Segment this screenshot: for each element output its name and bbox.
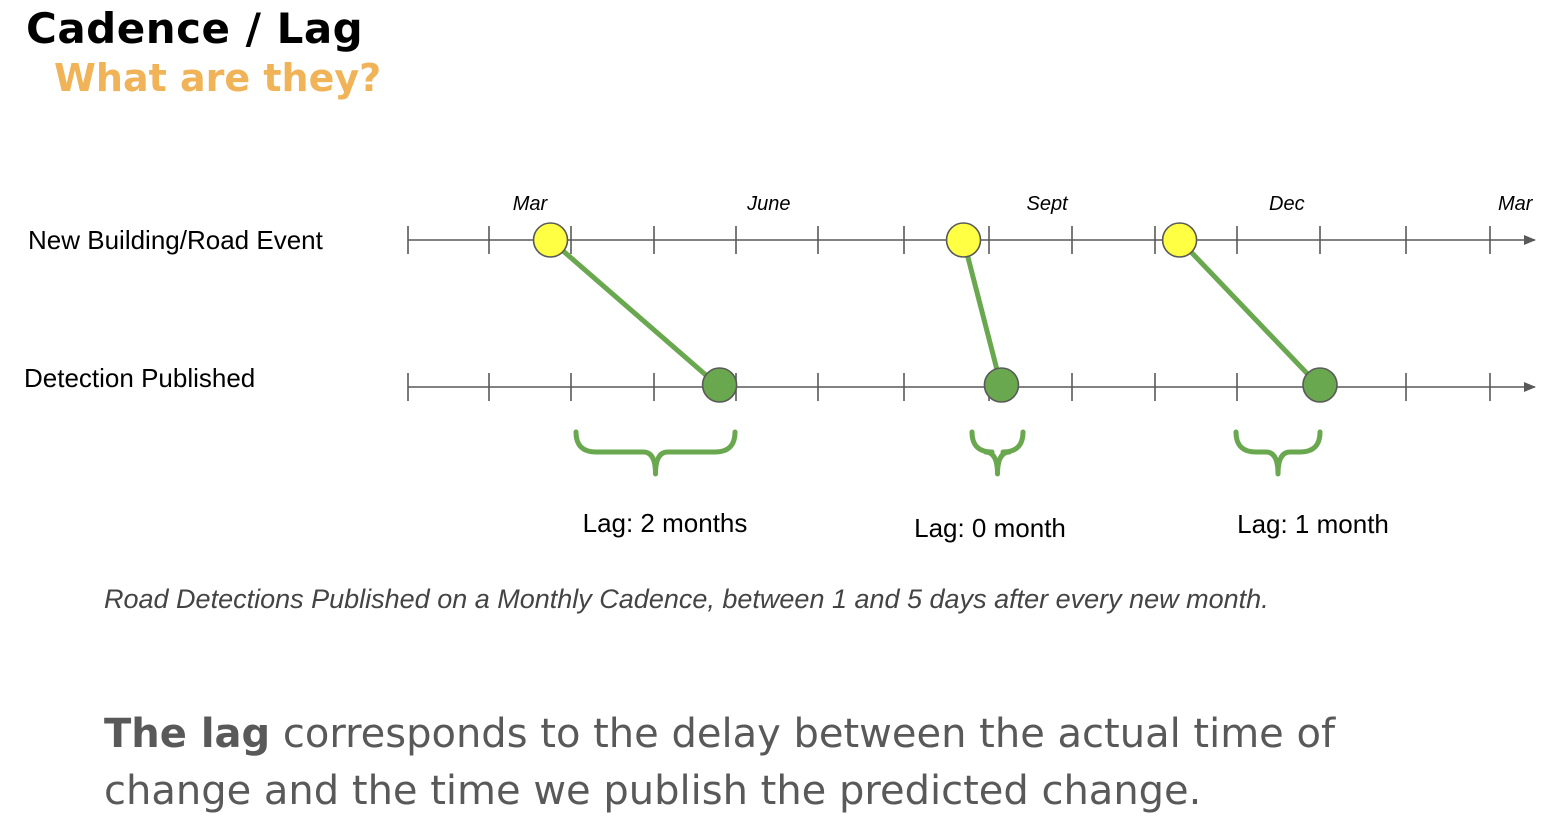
month-labels: Mar June Sept Dec Mar — [513, 193, 1534, 215]
lag-brace-0 — [573, 429, 738, 477]
published-dot-2 — [1302, 367, 1338, 403]
month-label-2: Sept — [1027, 193, 1070, 215]
detections-row-label: Detection Published — [24, 363, 255, 393]
lag-explanation: The lag corresponds to the delay between… — [104, 706, 1434, 820]
slide-subtitle: What are they? — [54, 56, 382, 100]
lag-brace-1 — [969, 429, 1026, 477]
lag-connector-1 — [961, 239, 1004, 388]
published-dot-1 — [983, 367, 1020, 403]
lag-definition: corresponds to the delay between the act… — [104, 711, 1336, 814]
cadence-caption: Road Detections Published on a Monthly C… — [104, 584, 1269, 614]
events-row-label: New Building/Road Event — [28, 225, 324, 255]
lag-connectors — [548, 238, 1322, 389]
month-label-0: Mar — [513, 193, 549, 215]
lag-connector-2 — [1177, 238, 1322, 389]
published-dot-0 — [701, 367, 738, 403]
slide-title: Cadence / Lag — [26, 4, 364, 53]
lag-term: The lag — [104, 711, 271, 757]
event-dot-2 — [1161, 222, 1198, 258]
event-dot-1 — [945, 222, 982, 258]
lag-connector-0 — [548, 238, 722, 389]
lag-label-1: Lag: 0 month — [914, 513, 1066, 543]
detections-timeline — [407, 373, 1536, 401]
event-dot-0 — [532, 222, 569, 258]
lag-label-2: Lag: 1 month — [1237, 509, 1389, 539]
lag-label-0: Lag: 2 months — [583, 508, 748, 538]
month-label-4: Mar — [1498, 193, 1534, 215]
lag-braces: Lag: 2 months Lag: 0 month Lag: 1 month — [573, 429, 1389, 543]
lag-brace-2 — [1233, 429, 1323, 477]
cadence-lag-diagram: New Building/Road Event Detection Publis… — [24, 193, 1536, 543]
month-label-3: Dec — [1269, 193, 1305, 215]
event-dots — [532, 222, 1338, 403]
month-label-1: June — [746, 193, 790, 215]
